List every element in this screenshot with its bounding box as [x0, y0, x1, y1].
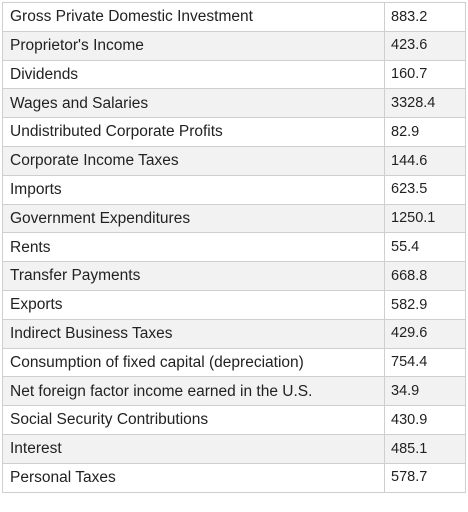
- table-row: Net foreign factor income earned in the …: [2, 376, 466, 407]
- row-label: Transfer Payments: [2, 261, 385, 291]
- table-row: Undistributed Corporate Profits 82.9: [2, 117, 466, 147]
- data-table-container: Gross Private Domestic Investment 883.2 P…: [2, 2, 466, 493]
- table-row: Indirect Business Taxes 429.6: [2, 318, 466, 349]
- row-value: 754.4: [384, 347, 466, 378]
- table-row: Government Expenditures 1250.1: [2, 203, 466, 234]
- table-row: Consumption of fixed capital (depreciati…: [2, 347, 466, 378]
- table-row: Rents 55.4: [2, 232, 466, 263]
- row-label: Interest: [2, 433, 385, 464]
- row-label: Wages and Salaries: [2, 88, 385, 119]
- row-label: Rents: [2, 232, 385, 263]
- table-row: Interest 485.1: [2, 433, 466, 464]
- row-value: 883.2: [384, 2, 466, 32]
- row-label: Net foreign factor income earned in the …: [2, 376, 385, 407]
- row-label: Government Expenditures: [2, 203, 385, 234]
- row-label: Undistributed Corporate Profits: [2, 117, 385, 147]
- row-value: 34.9: [384, 376, 466, 407]
- table-row: Wages and Salaries 3328.4: [2, 88, 466, 119]
- row-label: Dividends: [2, 59, 385, 90]
- row-value: 82.9: [384, 117, 466, 147]
- row-label: Imports: [2, 174, 385, 205]
- row-label: Consumption of fixed capital (depreciati…: [2, 347, 385, 378]
- row-value: 578.7: [384, 462, 466, 493]
- data-table: Gross Private Domestic Investment 883.2 P…: [2, 2, 466, 493]
- table-row: Imports 623.5: [2, 174, 466, 205]
- table-row: Transfer Payments 668.8: [2, 261, 466, 291]
- table-row: Proprietor's Income 423.6: [2, 30, 466, 61]
- row-value: 582.9: [384, 289, 466, 320]
- table-row: Personal Taxes 578.7: [2, 462, 466, 493]
- row-value: 55.4: [384, 232, 466, 263]
- table-row: Exports 582.9: [2, 289, 466, 320]
- row-value: 160.7: [384, 59, 466, 90]
- row-label: Gross Private Domestic Investment: [2, 2, 385, 32]
- row-label: Corporate Income Taxes: [2, 145, 385, 176]
- table-row: Dividends 160.7: [2, 59, 466, 90]
- row-value: 430.9: [384, 405, 466, 435]
- row-value: 1250.1: [384, 203, 466, 234]
- table-row: Social Security Contributions 430.9: [2, 405, 466, 435]
- row-value: 423.6: [384, 30, 466, 61]
- row-value: 3328.4: [384, 88, 466, 119]
- row-value: 144.6: [384, 145, 466, 176]
- table-row: Gross Private Domestic Investment 883.2: [2, 2, 466, 32]
- row-label: Social Security Contributions: [2, 405, 385, 435]
- row-label: Personal Taxes: [2, 462, 385, 493]
- row-label: Exports: [2, 289, 385, 320]
- table-row: Corporate Income Taxes 144.6: [2, 145, 466, 176]
- row-value: 429.6: [384, 318, 466, 349]
- row-value: 668.8: [384, 261, 466, 291]
- row-value: 485.1: [384, 433, 466, 464]
- table-body: Gross Private Domestic Investment 883.2 P…: [2, 2, 466, 493]
- row-label: Proprietor's Income: [2, 30, 385, 61]
- row-label: Indirect Business Taxes: [2, 318, 385, 349]
- row-value: 623.5: [384, 174, 466, 205]
